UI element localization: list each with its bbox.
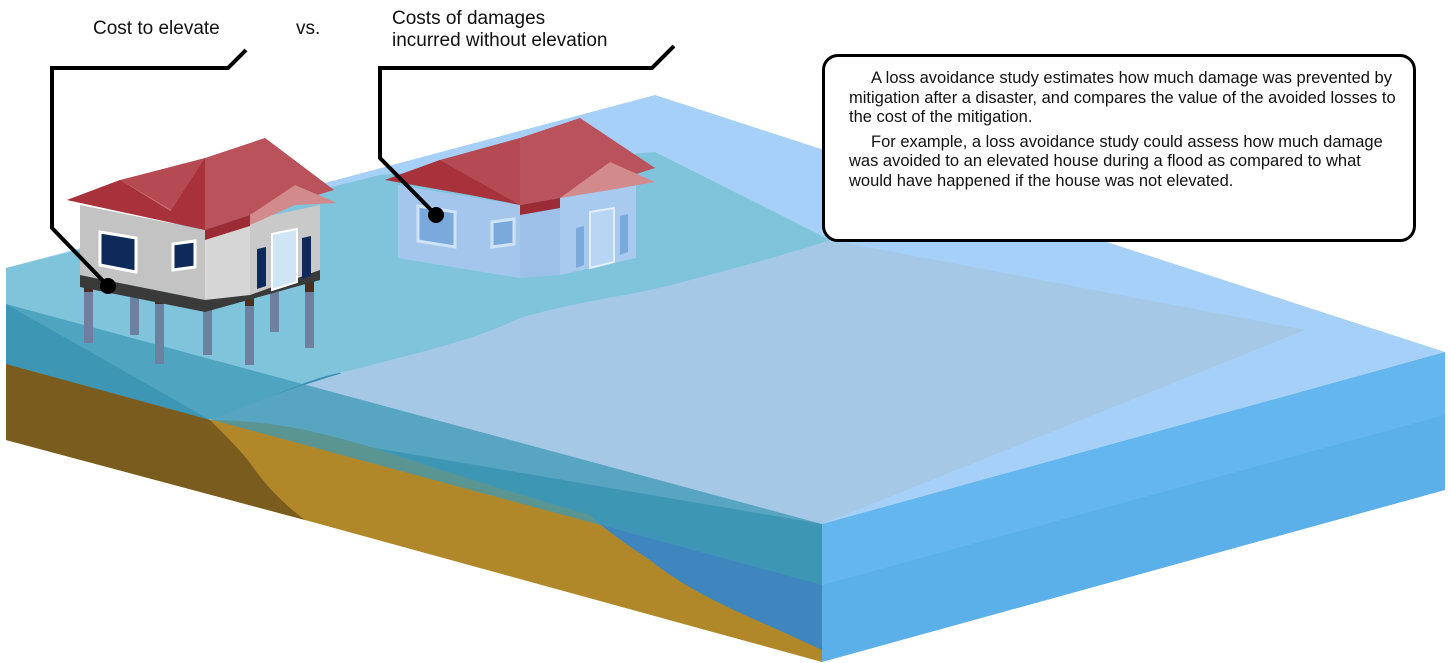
leader-dot-damages xyxy=(428,207,444,223)
costs-of-damages-line2: incurred without elevation xyxy=(392,30,608,51)
costs-of-damages-label: Costs of damages incurred without elevat… xyxy=(392,8,607,52)
house-window xyxy=(302,236,311,279)
house-stilts xyxy=(84,285,314,365)
house-left-wall xyxy=(80,205,205,300)
versus-label: vs. xyxy=(296,18,321,39)
info-paragraph-2: For example, a loss avoidance study coul… xyxy=(849,132,1383,190)
leader-line-damages xyxy=(378,44,676,217)
house-window xyxy=(257,247,266,289)
elevated-house xyxy=(67,138,337,365)
water-film-front xyxy=(6,304,822,585)
flooded-house-window xyxy=(416,204,457,249)
sediment-dark-left xyxy=(6,364,305,520)
house-door xyxy=(271,227,298,292)
flooded-house-window xyxy=(490,217,516,249)
flooded-house xyxy=(385,118,655,278)
water-side-face-top-band xyxy=(822,352,1445,585)
house-window xyxy=(171,239,197,272)
flooded-house-door xyxy=(589,206,615,270)
loss-avoidance-info-box: A loss avoidance study estimates how muc… xyxy=(822,54,1416,242)
info-paragraph-1: A loss avoidance study estimates how muc… xyxy=(849,69,1396,126)
costs-of-damages-line1: Costs of damages xyxy=(392,8,546,29)
cost-to-elevate-label: Cost to elevate xyxy=(93,18,220,39)
deep-water-edge xyxy=(590,515,822,650)
house-window xyxy=(98,230,138,274)
leader-line-elevate xyxy=(50,48,248,288)
leader-dot-elevate xyxy=(100,278,116,294)
